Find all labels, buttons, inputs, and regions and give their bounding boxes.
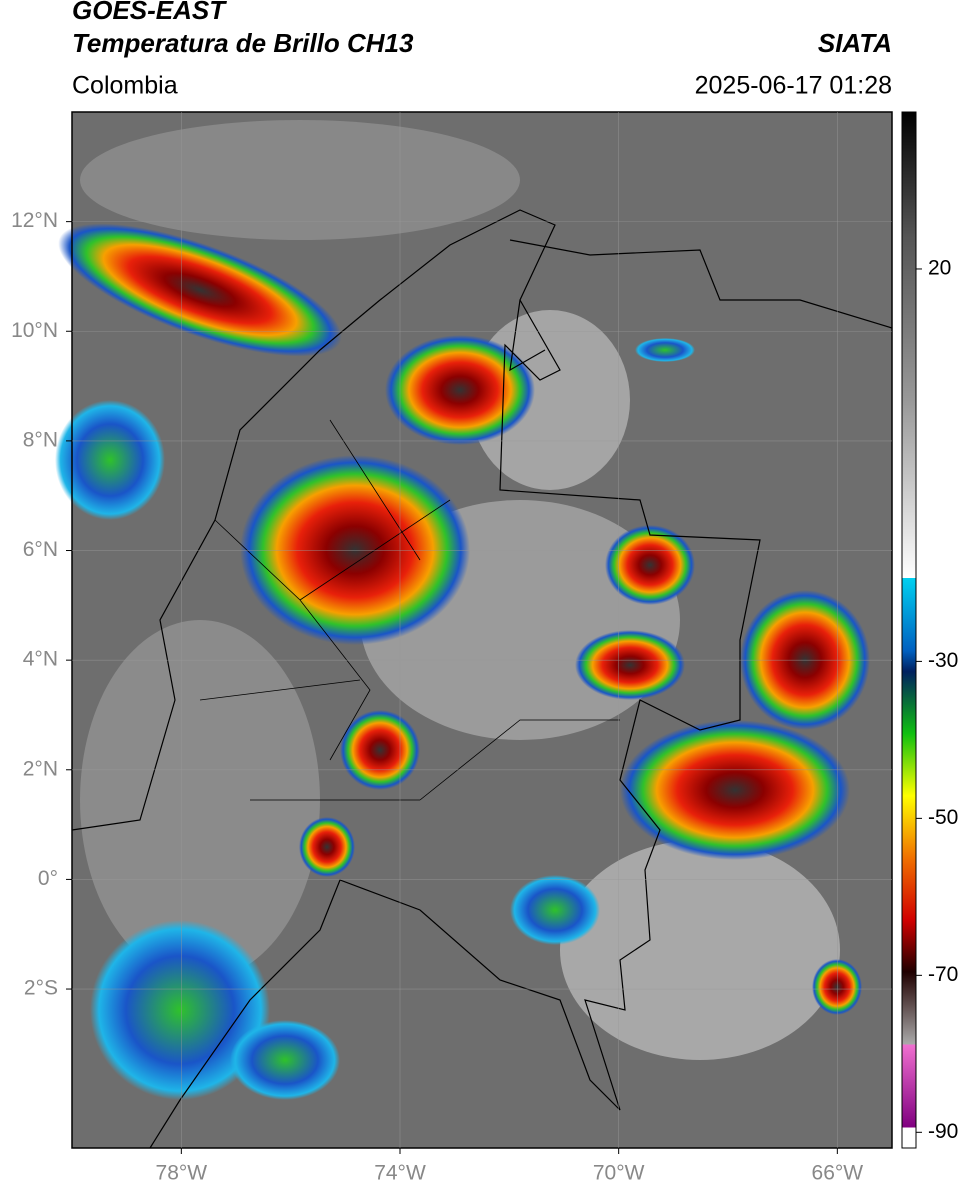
colorbar-tick-label: -70 bbox=[928, 963, 958, 986]
storm bbox=[575, 630, 685, 700]
lat-tick-label: 8°N bbox=[23, 428, 58, 451]
map-frame bbox=[71, 111, 893, 1149]
subtitle: Temperatura de Brillo CH13 bbox=[72, 28, 414, 58]
lon-tick-label: 70°W bbox=[593, 1162, 645, 1185]
cloud bbox=[80, 620, 320, 980]
map bbox=[55, 112, 893, 1149]
storm bbox=[385, 335, 535, 445]
weak-storm bbox=[55, 400, 165, 520]
colorbar-tick-label: 20 bbox=[928, 257, 951, 280]
colorbar-tick-label: -50 bbox=[928, 806, 958, 829]
colorbar-tick-label: -90 bbox=[928, 1120, 958, 1143]
lat-tick-label: 2°S bbox=[24, 977, 58, 1000]
colorbar-tick-label: -30 bbox=[928, 649, 958, 672]
colorbar bbox=[901, 111, 917, 1149]
title: GOES-EAST bbox=[72, 0, 227, 25]
storm bbox=[620, 720, 850, 860]
storm bbox=[812, 959, 862, 1015]
lon-tick-label: 66°W bbox=[812, 1162, 864, 1185]
lat-tick-label: 0° bbox=[38, 867, 58, 890]
cloud bbox=[560, 840, 840, 1060]
weak-storm bbox=[90, 920, 270, 1100]
department-border bbox=[199, 419, 620, 801]
lat-tick-label: 2°N bbox=[23, 757, 58, 780]
weak-storm bbox=[635, 338, 695, 362]
storm bbox=[240, 455, 470, 645]
lon-tick-label: 78°W bbox=[156, 1162, 208, 1185]
lat-tick-label: 12°N bbox=[11, 209, 58, 232]
weak-storm bbox=[230, 1020, 340, 1100]
lat-tick-label: 6°N bbox=[23, 538, 58, 561]
timestamp: 2025-06-17 01:28 bbox=[695, 72, 892, 100]
lat-tick-label: 10°N bbox=[11, 319, 58, 342]
coastline bbox=[509, 239, 893, 372]
region: Colombia bbox=[72, 72, 178, 100]
storm bbox=[605, 525, 695, 605]
source: SIATA bbox=[818, 28, 892, 58]
storm bbox=[299, 817, 355, 877]
cloud bbox=[80, 120, 520, 240]
weak-storm bbox=[510, 875, 600, 945]
border bbox=[71, 209, 761, 1149]
storm bbox=[58, 223, 342, 357]
lat-tick-label: 4°N bbox=[23, 648, 58, 671]
lon-tick-label: 74°W bbox=[374, 1162, 426, 1185]
